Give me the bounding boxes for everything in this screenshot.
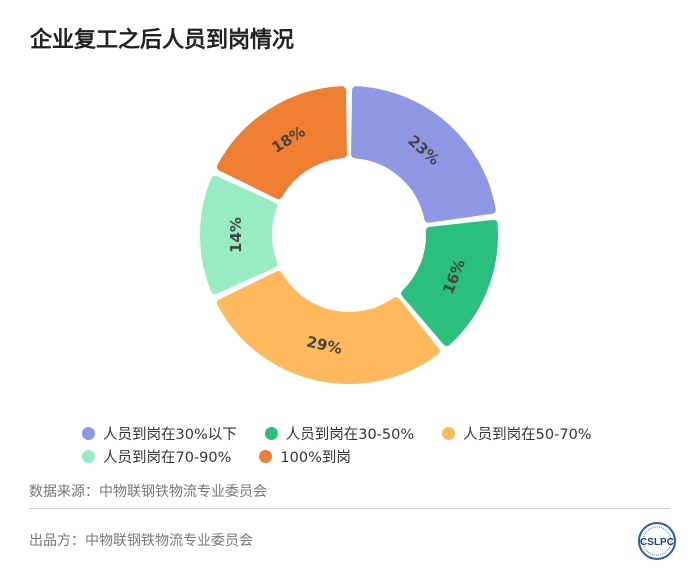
legend-row: 人员到岗在70-90% 100%到岗 (82, 445, 642, 468)
producer: 出品方：中物联钢铁物流专业委员会 (29, 533, 253, 549)
donut-slice (216, 86, 347, 200)
svg-text:CSLPC: CSLPC (640, 537, 674, 548)
legend-item[interactable]: 人员到岗在30-50% (264, 423, 415, 444)
slice-label: 14% (227, 217, 245, 253)
legend-item[interactable]: 人员到岗在30%以下 (82, 423, 237, 444)
divider (29, 508, 670, 509)
donut-slice (401, 219, 498, 347)
legend-label: 人员到岗在70-90% (103, 450, 232, 466)
legend: 人员到岗在30%以下 人员到岗在30-50% 人员到岗在50-70% 人员到岗在70… (82, 422, 642, 468)
cslpc-logo: CSLPC (638, 522, 676, 560)
legend-swatch (82, 450, 95, 463)
donut-chart: 23%16%29%14%18% (200, 86, 498, 384)
legend-swatch (259, 450, 273, 463)
donut-slice (200, 175, 278, 295)
legend-row: 人员到岗在30%以下 人员到岗在30-50% 人员到岗在50-70% (82, 422, 642, 445)
legend-swatch (82, 427, 95, 440)
donut-slice (216, 270, 440, 384)
donut-slice (351, 86, 496, 223)
chart-title: 企业复工之后人员到岗情况 (30, 28, 295, 53)
legend-label: 人员到岗在30%以下 (103, 427, 237, 443)
legend-label: 人员到岗在30-50% (285, 427, 415, 443)
legend-item[interactable]: 人员到岗在50-70% (442, 423, 592, 444)
legend-swatch (264, 427, 278, 440)
legend-item[interactable]: 100%到岗 (259, 446, 351, 467)
legend-label: 100%到岗 (280, 450, 351, 466)
legend-item[interactable]: 人员到岗在70-90% (82, 446, 231, 467)
data-source: 数据来源：中物联钢铁物流专业委员会 (29, 484, 267, 500)
legend-swatch (442, 427, 456, 440)
legend-label: 人员到岗在50-70% (463, 427, 592, 443)
